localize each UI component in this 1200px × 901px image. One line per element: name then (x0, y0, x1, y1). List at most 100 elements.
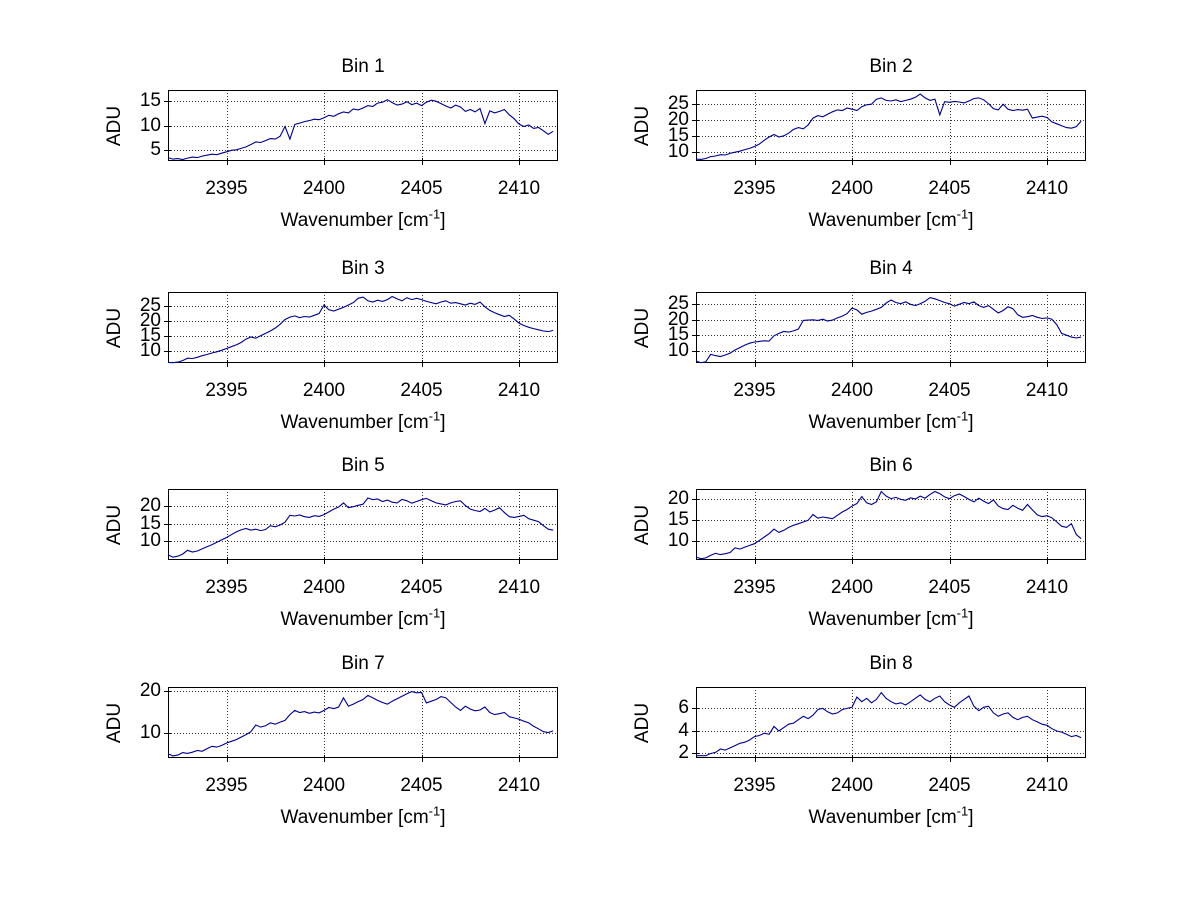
axes-box (168, 292, 558, 363)
x-tick-label: 2395 (205, 178, 248, 199)
x-tick-label: 2410 (1025, 380, 1069, 401)
x-tick-label: 2400 (830, 775, 874, 796)
spectrum-line (695, 93, 1082, 160)
axes-box (696, 90, 1086, 161)
x-tick-label: 2400 (830, 577, 874, 598)
x-tick-label: 2395 (205, 380, 248, 401)
x-axis-label-bracket: ] (968, 210, 974, 231)
y-tick-label: 2 (678, 742, 689, 764)
y-tick-label: 20 (139, 309, 161, 331)
y-tick-label: 25 (667, 293, 689, 315)
x-axis-label-superscript: -1 (956, 408, 969, 424)
subplot-title: Bin 2 (869, 56, 913, 77)
plot-area (692, 489, 1086, 564)
x-tick-label: 2410 (497, 577, 541, 598)
x-tick-label: 2400 (830, 178, 874, 199)
y-tick-label: 10 (667, 140, 689, 162)
subplot-title: Bin 4 (869, 258, 913, 279)
x-axis-label-superscript: -1 (428, 206, 441, 222)
x-tick-label: 2405 (928, 577, 971, 598)
y-tick-label: 15 (139, 90, 161, 112)
y-tick-label: 6 (678, 697, 689, 719)
x-axis-label-superscript: -1 (956, 605, 969, 621)
x-axis-label-text: Wavenumber [cm (808, 210, 957, 231)
axes-box (168, 489, 558, 560)
axes-box (696, 687, 1086, 758)
plot-area (164, 489, 558, 564)
y-tick-label: 10 (139, 721, 161, 743)
x-tick-label: 2410 (497, 380, 541, 401)
x-axis-label-bracket: ] (440, 210, 446, 231)
x-axis-label-superscript: -1 (956, 206, 969, 222)
x-axis-label-text: Wavenumber [cm (808, 412, 957, 433)
y-axis-label: ADU (632, 702, 653, 743)
subplot-title: Bin 3 (341, 258, 385, 279)
x-axis-label: Wavenumber [cm-1] (168, 606, 558, 634)
x-axis-label-bracket: ] (968, 412, 974, 433)
subplot-title: Bin 8 (869, 653, 913, 674)
x-axis-label: Wavenumber [cm-1] (168, 207, 558, 235)
x-tick-label: 2395 (205, 775, 248, 796)
x-axis-label-bracket: ] (440, 609, 446, 630)
x-tick-label: 2405 (400, 577, 443, 598)
x-tick-label: 2400 (830, 380, 874, 401)
spectrum-line (695, 490, 1082, 560)
subplot-title: Bin 7 (341, 653, 385, 674)
x-tick-label: 2395 (733, 775, 776, 796)
y-tick-label: 10 (139, 114, 161, 136)
x-tick-label: 2400 (302, 577, 346, 598)
x-tick-label: 2400 (302, 178, 346, 199)
x-tick-label: 2405 (928, 178, 971, 199)
plot-area (692, 292, 1086, 367)
x-tick-label: 2405 (400, 380, 443, 401)
y-tick-label: 10 (667, 339, 689, 361)
x-axis-label-text: Wavenumber [cm (280, 412, 429, 433)
y-axis-label: ADU (632, 504, 653, 545)
spectrum-line (167, 691, 554, 757)
x-axis-label: Wavenumber [cm-1] (168, 409, 558, 437)
x-axis-label-superscript: -1 (428, 408, 441, 424)
y-axis-label: ADU (104, 105, 125, 146)
y-axis-label: ADU (104, 702, 125, 743)
plot-area (692, 687, 1086, 762)
plot-area (164, 687, 558, 762)
x-axis-label: Wavenumber [cm-1] (696, 804, 1086, 832)
x-axis-label-bracket: ] (968, 609, 974, 630)
x-tick-label: 2400 (302, 775, 346, 796)
spectrum-line (167, 295, 554, 364)
subplot-title: Bin 5 (341, 455, 385, 476)
y-axis-label: ADU (104, 307, 125, 348)
x-tick-label: 2395 (733, 577, 776, 598)
x-axis-label-superscript: -1 (956, 803, 969, 819)
y-tick-label: 15 (139, 512, 161, 534)
plot-area (164, 90, 558, 165)
spectrum-line (695, 297, 1082, 364)
axes-box (696, 292, 1086, 363)
x-tick-label: 2410 (497, 775, 541, 796)
y-tick-label: 20 (139, 680, 161, 702)
plot-area (692, 90, 1086, 165)
x-axis-label-bracket: ] (968, 807, 974, 828)
y-tick-label: 10 (139, 529, 161, 551)
y-tick-label: 25 (667, 93, 689, 115)
x-axis-label-superscript: -1 (428, 803, 441, 819)
x-tick-label: 2405 (928, 380, 971, 401)
y-tick-label: 5 (150, 138, 161, 160)
axes-box (168, 687, 558, 758)
y-tick-label: 20 (667, 308, 689, 330)
x-axis-label-bracket: ] (440, 412, 446, 433)
x-axis-label-text: Wavenumber [cm (280, 609, 429, 630)
x-tick-label: 2395 (733, 380, 776, 401)
y-tick-label: 25 (139, 294, 161, 316)
x-axis-label-superscript: -1 (428, 605, 441, 621)
x-axis-label: Wavenumber [cm-1] (696, 409, 1086, 437)
x-axis-label-text: Wavenumber [cm (280, 807, 429, 828)
y-tick-label: 20 (667, 488, 689, 510)
x-tick-label: 2410 (497, 178, 541, 199)
